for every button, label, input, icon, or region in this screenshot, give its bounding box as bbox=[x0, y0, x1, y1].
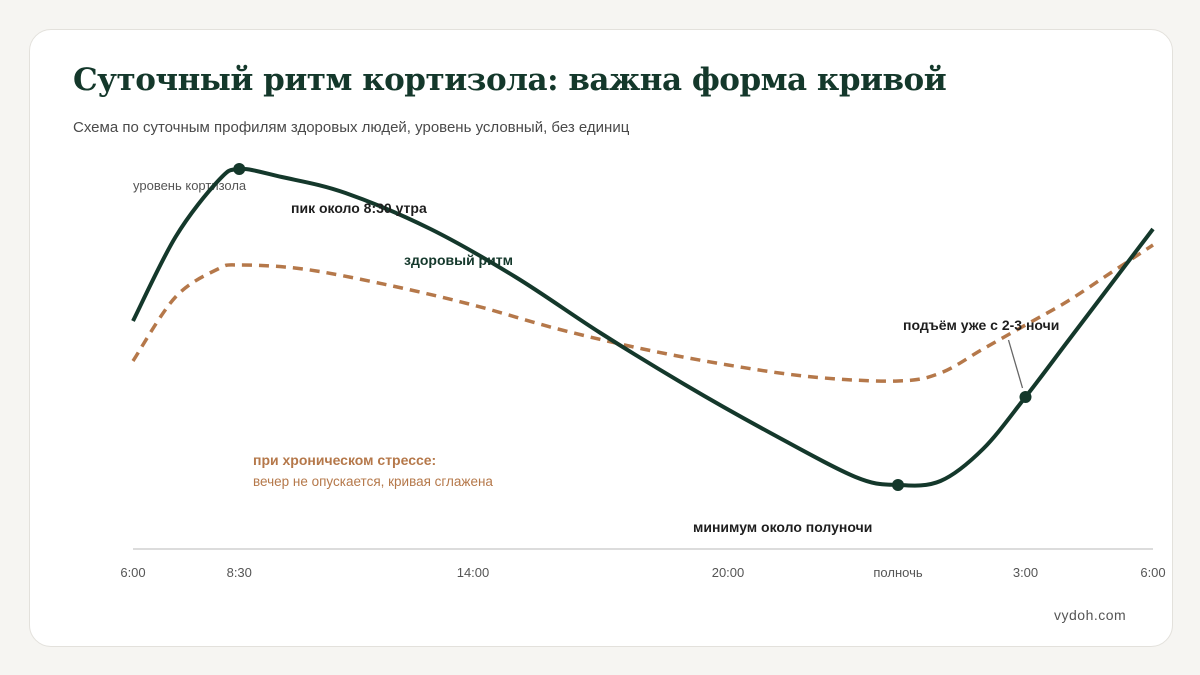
annotation-marker bbox=[1019, 391, 1032, 403]
x-tick-label: 6:00 bbox=[1140, 565, 1165, 580]
stress-series-description: вечер не опускается, кривая сглажена bbox=[253, 474, 493, 489]
rise-annotation-leader bbox=[1007, 339, 1024, 389]
x-tick-label: 8:30 bbox=[227, 565, 252, 580]
x-tick-label: 3:00 bbox=[1013, 565, 1038, 580]
stress-series-line bbox=[131, 243, 1154, 383]
x-tick-label: 14:00 bbox=[457, 565, 490, 580]
page-subtitle: Схема по суточным профилям здоровых люде… bbox=[73, 119, 630, 136]
x-tick-label: 20:00 bbox=[712, 565, 745, 580]
peak-annotation: пик около 8:30 утра bbox=[291, 200, 427, 216]
x-tick-label: 6:00 bbox=[120, 565, 145, 580]
stress-series-label: при хроническом стрессе: bbox=[253, 452, 436, 468]
minimum-annotation: минимум около полуночи bbox=[693, 519, 872, 535]
x-axis-ticks: 6:00 8:30 14:00 20:00 полночь 3:00 6:00 bbox=[120, 565, 1165, 580]
y-axis-label: уровень кортизола bbox=[133, 178, 247, 193]
annotation-marker bbox=[892, 479, 904, 491]
chart-card bbox=[29, 29, 1173, 647]
source-watermark: vydoh.com bbox=[1054, 607, 1127, 623]
page-title: Суточный ритм кортизола: важна форма кри… bbox=[73, 62, 947, 98]
annotation-markers bbox=[233, 163, 1032, 491]
rise-annotation: подъём уже с 2-3 ночи bbox=[903, 317, 1059, 333]
x-tick-label: полночь bbox=[873, 565, 922, 580]
healthy-series-label: здоровый ритм bbox=[404, 252, 513, 268]
annotation-marker bbox=[233, 163, 246, 175]
